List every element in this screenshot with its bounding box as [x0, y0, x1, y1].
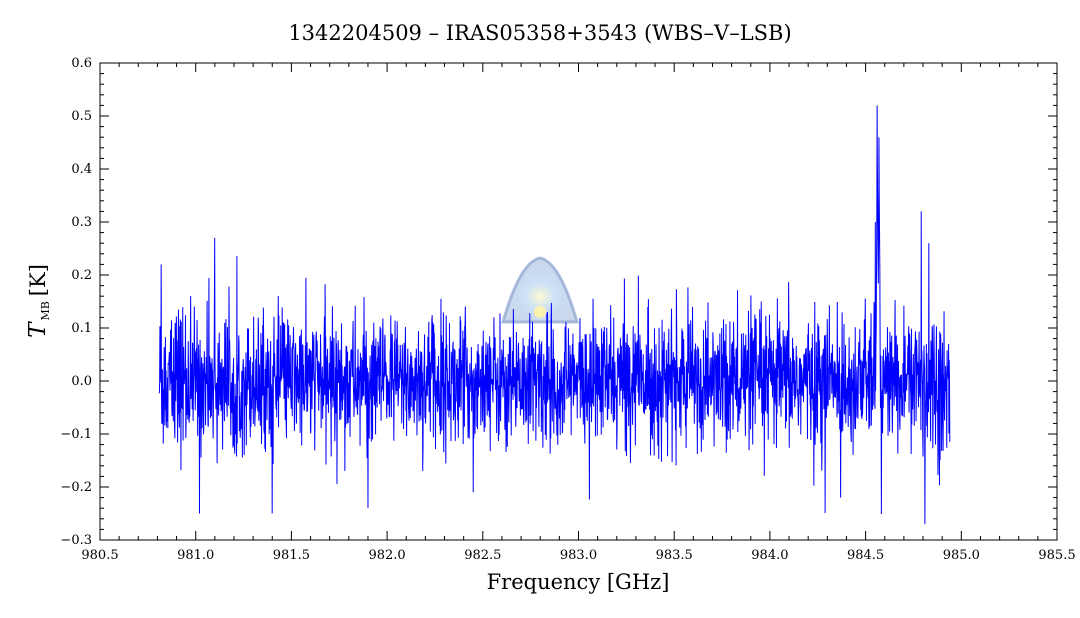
plot-frame	[99, 62, 1058, 541]
x-tick-label: 983.5	[656, 548, 693, 563]
y-tick-label: −0.2	[60, 480, 92, 495]
herschel-logo-watermark	[501, 256, 579, 324]
y-tick-label: 0.4	[71, 162, 92, 177]
y-tick-label: 0.6	[71, 56, 92, 71]
y-tick-label: 0.3	[71, 215, 92, 230]
y-axis-label-symbol: T	[25, 321, 51, 338]
y-tick-label: −0.1	[60, 427, 92, 442]
x-tick-label: 985.5	[1038, 548, 1075, 563]
y-tick-label: −0.3	[60, 533, 92, 548]
y-axis-label-unit: [K]	[26, 264, 50, 296]
x-tick-label: 981.0	[177, 548, 214, 563]
y-axis: −0.3 −0.2 −0.1 0.0 0.1 0.2 0.3 0.4 0.5 0.6	[60, 56, 1057, 548]
series-layer	[158, 105, 951, 525]
x-tick-label: 982.0	[368, 548, 405, 563]
x-axis: 980.5 981.0 981.5 982.0 982.5 983.0 983.5 984.0…	[81, 63, 1076, 563]
y-axis-label-subscript: MB	[39, 301, 52, 320]
spectrum-series-line	[158, 105, 951, 525]
x-tick-label: 984.0	[751, 548, 788, 563]
x-tick-label: 985.0	[943, 548, 980, 563]
x-tick-label: 980.5	[81, 548, 118, 563]
x-tick-label: 982.5	[464, 548, 501, 563]
y-tick-label: 0.1	[71, 321, 92, 336]
chart-title: 1342204509 – IRAS05358+3543 (WBS–V–LSB)	[288, 21, 791, 45]
x-tick-label: 984.5	[847, 548, 884, 563]
y-tick-label: 0.5	[71, 109, 92, 124]
x-tick-label: 981.5	[273, 548, 310, 563]
x-tick-label: 983.0	[560, 548, 597, 563]
y-tick-label: 0.0	[71, 374, 92, 389]
y-axis-label: TMB [K]	[25, 264, 52, 338]
x-axis-label: Frequency [GHz]	[487, 570, 670, 594]
y-tick-label: 0.2	[71, 268, 92, 283]
